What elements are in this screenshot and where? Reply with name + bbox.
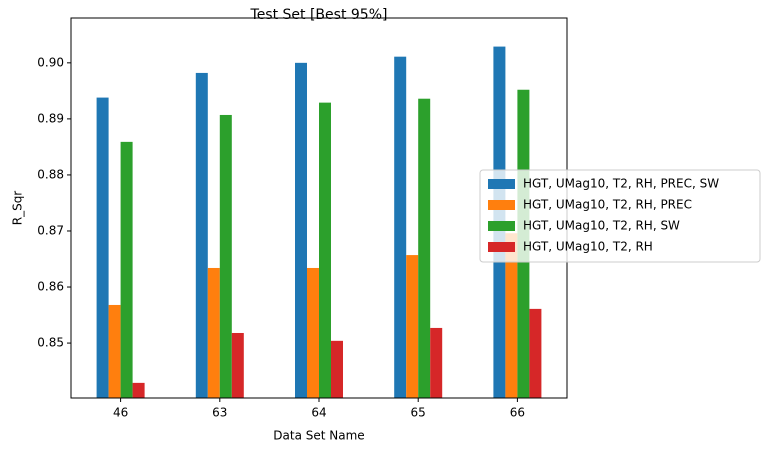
bar	[319, 102, 331, 398]
x-tick-label: 46	[113, 406, 128, 420]
x-tick-label: 63	[212, 406, 227, 420]
x-axis-label: Data Set Name	[273, 429, 364, 443]
x-tick-label: 65	[411, 406, 426, 420]
legend-swatch	[488, 242, 515, 252]
legend-label: HGT, UMag10, T2, RH, SW	[523, 219, 680, 233]
bar	[96, 97, 109, 398]
bar	[231, 332, 244, 398]
chart-title: Test Set [Best 95%]	[250, 7, 388, 23]
bar	[418, 98, 431, 399]
bar	[331, 340, 343, 398]
bar	[219, 114, 232, 398]
y-axis-label: R_Sqr	[11, 191, 25, 226]
legend-box	[479, 169, 761, 263]
y-tick-label: 0.86	[37, 280, 64, 294]
y-tick-label: 0.90	[37, 55, 64, 69]
x-tick-label: 66	[510, 406, 525, 420]
bar	[505, 233, 518, 398]
bar	[406, 255, 419, 398]
y-tick-label: 0.88	[37, 167, 64, 181]
legend-swatch	[488, 221, 515, 231]
bar	[295, 62, 307, 398]
bar	[108, 304, 121, 398]
x-tick-label: 64	[311, 406, 326, 420]
bar	[529, 308, 542, 398]
y-tick-label: 0.85	[37, 336, 64, 350]
legend-label: HGT, UMag10, T2, RH, PREC, SW	[523, 177, 719, 191]
legend-label: HGT, UMag10, T2, RH, PREC	[523, 198, 692, 212]
bar	[394, 56, 407, 398]
legend-swatch	[488, 200, 515, 210]
legend-label: HGT, UMag10, T2, RH	[523, 240, 653, 254]
bar	[207, 267, 220, 398]
legend-swatch	[488, 179, 515, 189]
y-tick-label: 0.87	[37, 223, 64, 237]
bar	[307, 267, 319, 398]
bar	[132, 382, 145, 398]
bar	[430, 327, 443, 398]
y-tick-label: 0.89	[37, 111, 64, 125]
bar	[120, 141, 133, 398]
bar	[195, 72, 208, 398]
